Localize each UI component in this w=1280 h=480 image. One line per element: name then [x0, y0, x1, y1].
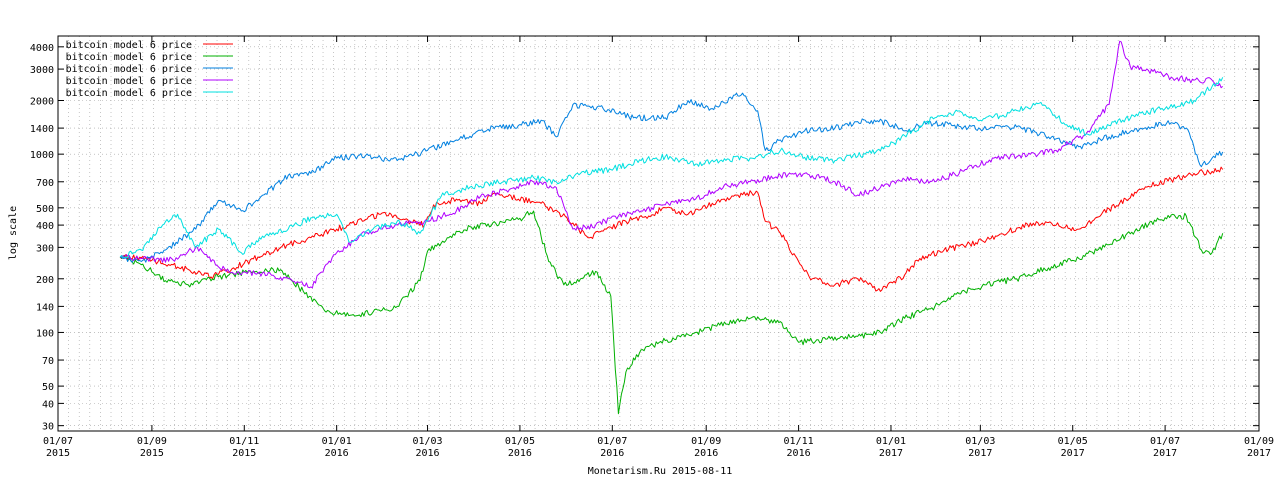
- x-tick-label: 01/11: [229, 436, 259, 447]
- grid-layer: [58, 36, 1259, 431]
- x-tick-label-year: 2017: [879, 448, 903, 459]
- y-tick-label: 300: [36, 243, 54, 254]
- x-tick-label: 01/05: [505, 436, 535, 447]
- series-line-2: [119, 210, 1224, 415]
- legend-label-4: bitcoin model 6 price: [66, 76, 192, 87]
- legend-label-1: bitcoin model 6 price: [66, 40, 192, 51]
- y-tick-label: 3000: [30, 65, 54, 76]
- series-layer: [119, 40, 1224, 415]
- x-tick-label-year: 2015: [140, 448, 164, 459]
- x-tick-label: 01/01: [876, 436, 906, 447]
- y-tick-label: 400: [36, 221, 54, 232]
- y-tick-label: 200: [36, 275, 54, 286]
- x-tick-label: 01/03: [965, 436, 995, 447]
- x-tick-label-year: 2016: [787, 448, 811, 459]
- legend-label-5: bitcoin model 6 price: [66, 88, 192, 99]
- y-tick-label: 70: [42, 356, 54, 367]
- y-tick-label: 140: [36, 302, 54, 313]
- x-tick-label: 01/09: [691, 436, 721, 447]
- legend-label-3: bitcoin model 6 price: [66, 64, 192, 75]
- series-line-4: [120, 40, 1224, 289]
- x-tick-label-year: 2017: [1247, 448, 1271, 459]
- x-tick-label-year: 2017: [1153, 448, 1177, 459]
- y-tick-label: 1000: [30, 150, 54, 161]
- legend-label-2: bitcoin model 6 price: [66, 52, 192, 63]
- x-tick-label-year: 2016: [415, 448, 439, 459]
- x-tick-label: 01/05: [1058, 436, 1088, 447]
- x-tick-label: 01/09: [137, 436, 167, 447]
- y-tick-label: 40: [42, 399, 54, 410]
- y-tick-label: 4000: [30, 43, 54, 54]
- y-axis-ticks: 30 40 50 70 100 140 200 300 400 500 700 1000 1400 200…: [30, 43, 1259, 433]
- y-tick-label: 30: [42, 422, 54, 433]
- y-tick-label: 500: [36, 204, 54, 215]
- y-tick-label: 700: [36, 178, 54, 189]
- x-tick-label: 01/07: [597, 436, 627, 447]
- x-tick-label-year: 2016: [600, 448, 624, 459]
- series-line-1: [119, 166, 1224, 292]
- x-tick-label-year: 2015: [232, 448, 256, 459]
- x-tick-label: 01/01: [322, 436, 352, 447]
- y-tick-label: 50: [42, 382, 54, 393]
- x-tick-label: 01/09: [1244, 436, 1274, 447]
- x-tick-label: 01/07: [43, 436, 73, 447]
- y-axis-title: log scale: [8, 206, 19, 260]
- x-tick-label-year: 2016: [508, 448, 532, 459]
- x-tick-label-year: 2017: [1061, 448, 1085, 459]
- series-line-3: [119, 92, 1224, 263]
- y-tick-label: 2000: [30, 96, 54, 107]
- plot-frame: [57, 35, 1260, 432]
- x-axis-ticks: 01/07201501/09201501/11201501/01201601/0…: [43, 36, 1274, 459]
- x-tick-label: 01/11: [784, 436, 814, 447]
- x-tick-label-year: 2017: [968, 448, 992, 459]
- x-tick-label: 01/07: [1150, 436, 1180, 447]
- x-tick-label-year: 2016: [325, 448, 349, 459]
- series-line-5: [119, 77, 1224, 259]
- x-axis-title: Monetarism.Ru 2015-08-11: [588, 466, 733, 477]
- x-tick-label-year: 2016: [694, 448, 718, 459]
- x-tick-label-year: 2015: [46, 448, 70, 459]
- x-tick-label: 01/03: [412, 436, 442, 447]
- y-tick-label: 1400: [30, 124, 54, 135]
- y-tick-label: 100: [36, 328, 54, 339]
